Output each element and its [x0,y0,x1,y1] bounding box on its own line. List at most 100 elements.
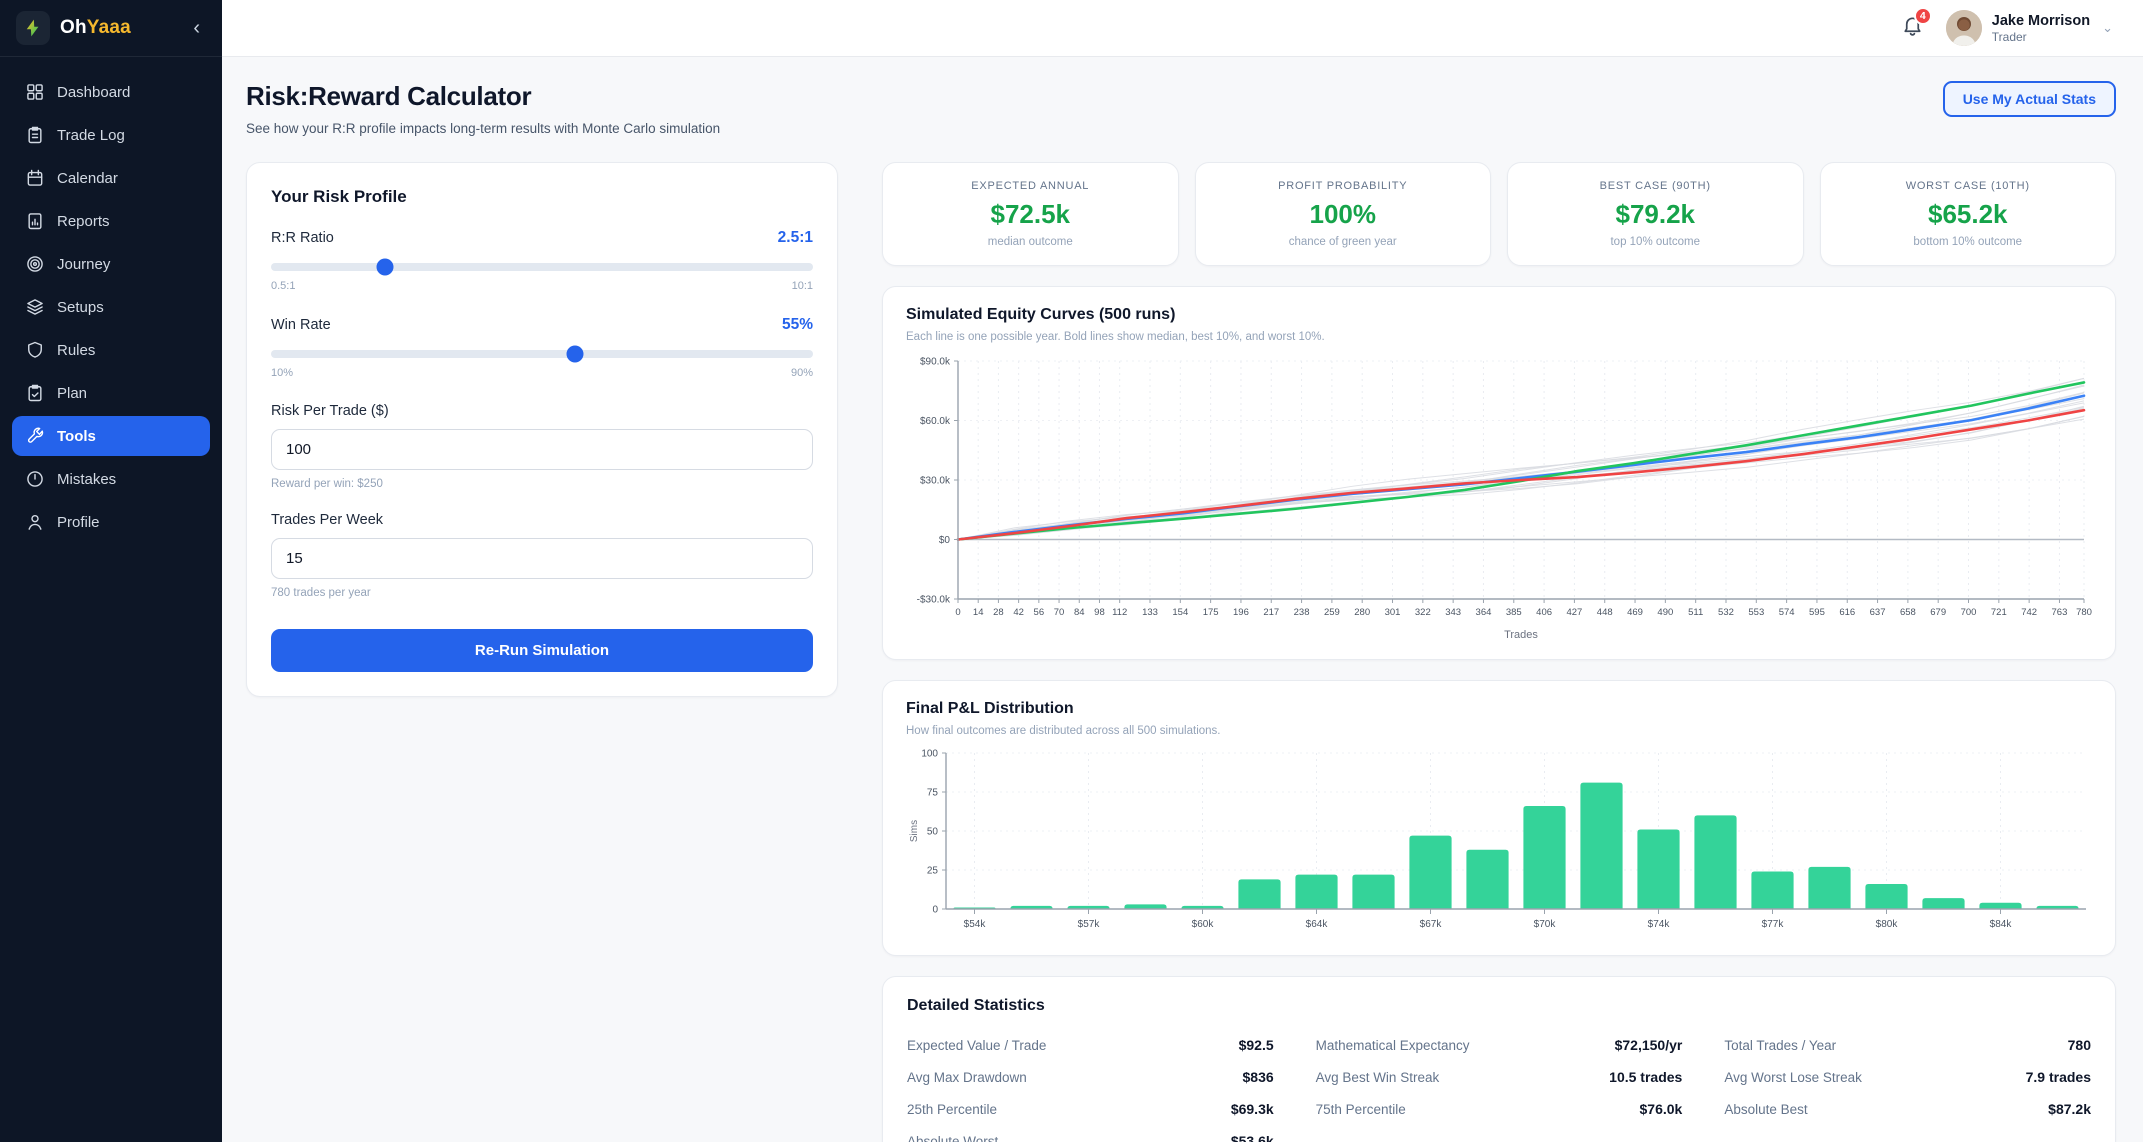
trades-per-week-group: Trades Per Week 780 trades per year [271,512,813,599]
win-rate-slider[interactable] [271,350,813,358]
user-menu[interactable]: Jake Morrison Trader ⌄ [1946,10,2113,46]
svg-text:$77k: $77k [1762,919,1785,930]
sidebar-item-journey[interactable]: Journey [12,244,210,284]
equity-curves-chart: $90.0k$60.0k$30.0k$0-$30.0k0142842567084… [906,353,2092,645]
stat-label: Avg Max Drawdown [907,1070,1027,1085]
stat-card-label: EXPECTED ANNUAL [893,180,1168,192]
svg-text:28: 28 [993,607,1004,618]
mistakes-icon [25,469,45,489]
svg-text:$57k: $57k [1078,919,1101,930]
svg-text:406: 406 [1536,607,1552,618]
sidebar-item-mistakes[interactable]: Mistakes [12,459,210,499]
svg-text:84: 84 [1074,607,1085,618]
svg-text:448: 448 [1597,607,1613,618]
rr-ratio-value: 2.5:1 [778,229,813,247]
svg-text:511: 511 [1688,607,1703,618]
detailed-statistics-title: Detailed Statistics [907,997,2091,1015]
avatar [1946,10,1982,46]
svg-text:385: 385 [1506,607,1522,618]
stat-card-value: 100% [1206,199,1481,230]
svg-text:$0: $0 [939,535,951,546]
page-subtitle: See how your R:R profile impacts long-te… [246,121,720,136]
svg-text:$80k: $80k [1876,919,1899,930]
stat-row: Absolute Worst$53.6k [907,1125,1274,1142]
sidebar-nav: Dashboard Trade Log CalendarReportsJourney… [0,57,222,557]
sidebar-item-dashboard[interactable]: Dashboard [12,72,210,112]
sidebar-collapse-icon[interactable]: ‹ [187,16,206,40]
use-actual-stats-button[interactable]: Use My Actual Stats [1943,81,2116,117]
stat-card-subtext: median outcome [893,236,1168,248]
sidebar-item-label: Dashboard [57,84,130,101]
svg-text:$90.0k: $90.0k [920,357,951,368]
sidebar-item-calendar[interactable]: Calendar [12,158,210,198]
sidebar: OhYaaa ‹ Dashboard Trade Log CalendarRepor… [0,0,222,1142]
trades-per-week-input[interactable] [271,538,813,579]
stat-label: Absolute Best [1724,1102,1807,1117]
svg-text:42: 42 [1013,607,1024,618]
journey-icon [25,254,45,274]
stat-card: BEST CASE (90TH)$79.2ktop 10% outcome [1507,162,1804,266]
brand-name: OhYaaa [60,17,187,39]
risk-per-trade-group: Risk Per Trade ($) Reward per win: $250 [271,403,813,490]
results-column: EXPECTED ANNUAL$72.5kmedian outcomePROFI… [882,162,2116,1142]
rr-ratio-slider-thumb[interactable] [376,259,393,276]
svg-text:133: 133 [1142,607,1158,618]
sidebar-item-setups[interactable]: Setups [12,287,210,327]
svg-text:343: 343 [1445,607,1461,618]
stat-card: PROFIT PROBABILITY100%chance of green ye… [1195,162,1492,266]
notifications-button[interactable]: 4 [1901,14,1924,42]
stats-column: Expected Value / Trade $92.5 Avg Max Drawd… [907,1029,1274,1142]
content: Risk:Reward Calculator See how your R:R … [222,57,2143,1142]
rr-ratio-label: R:R Ratio [271,230,334,246]
stat-value: 7.9 trades [2026,1069,2091,1085]
stat-value: $72,150/yr [1615,1037,1683,1053]
svg-text:$74k: $74k [1648,919,1671,930]
stat-card: EXPECTED ANNUAL$72.5kmedian outcome [882,162,1179,266]
stat-row: Avg Best Win Streak 10.5 trades [1316,1061,1683,1093]
tools-icon [25,426,45,446]
sidebar-item-reports[interactable]: Reports [12,201,210,241]
pnl-chart-subtitle: How final outcomes are distributed acros… [906,725,2092,737]
rr-max-label: 10:1 [792,280,813,292]
stat-row: Absolute Best$87.2k [1724,1093,2091,1125]
svg-text:56: 56 [1034,607,1045,618]
stat-card-value: $79.2k [1518,199,1793,230]
dashboard-icon [25,82,45,102]
stat-label: Expected Value / Trade [907,1038,1046,1053]
svg-text:721: 721 [1991,607,2007,618]
risk-panel-title: Your Risk Profile [271,187,813,207]
rerun-simulation-button[interactable]: Re-Run Simulation [271,629,813,672]
svg-text:532: 532 [1718,607,1734,618]
stat-card-label: WORST CASE (10TH) [1831,180,2106,192]
svg-text:$60k: $60k [1192,919,1215,930]
svg-text:112: 112 [1112,607,1127,618]
stat-value: $92.5 [1239,1037,1274,1053]
stat-value: 10.5 trades [1609,1069,1682,1085]
sidebar-item-plan[interactable]: Plan [12,373,210,413]
plan-icon [25,383,45,403]
sidebar-item-label: Profile [57,514,100,531]
stat-card-value: $65.2k [1831,199,2106,230]
sidebar-item-label: Trade Log [57,127,125,144]
user-name: Jake Morrison [1992,13,2090,29]
svg-text:490: 490 [1657,607,1673,618]
svg-text:427: 427 [1566,607,1582,618]
user-role: Trader [1992,30,2090,44]
rr-ratio-slider[interactable] [271,263,813,271]
sidebar-item-trade-log[interactable]: Trade Log [12,115,210,155]
svg-text:259: 259 [1324,607,1340,618]
win-rate-label: Win Rate [271,317,331,333]
stat-value: $76.0k [1640,1101,1683,1117]
stat-row: 25th Percentile$69.3k [907,1093,1274,1125]
stat-label: Avg Best Win Streak [1316,1070,1440,1085]
sidebar-item-tools[interactable]: Tools [12,416,210,456]
stat-label: Total Trades / Year [1724,1038,1836,1053]
win-rate-slider-thumb[interactable] [566,346,583,363]
risk-per-trade-input[interactable] [271,429,813,470]
svg-text:553: 553 [1748,607,1764,618]
win-max-label: 90% [791,367,813,379]
sidebar-item-profile[interactable]: Profile [12,502,210,542]
sidebar-item-label: Rules [57,342,95,359]
sidebar-item-rules[interactable]: Rules [12,330,210,370]
stat-card: WORST CASE (10TH)$65.2kbottom 10% outcom… [1820,162,2117,266]
